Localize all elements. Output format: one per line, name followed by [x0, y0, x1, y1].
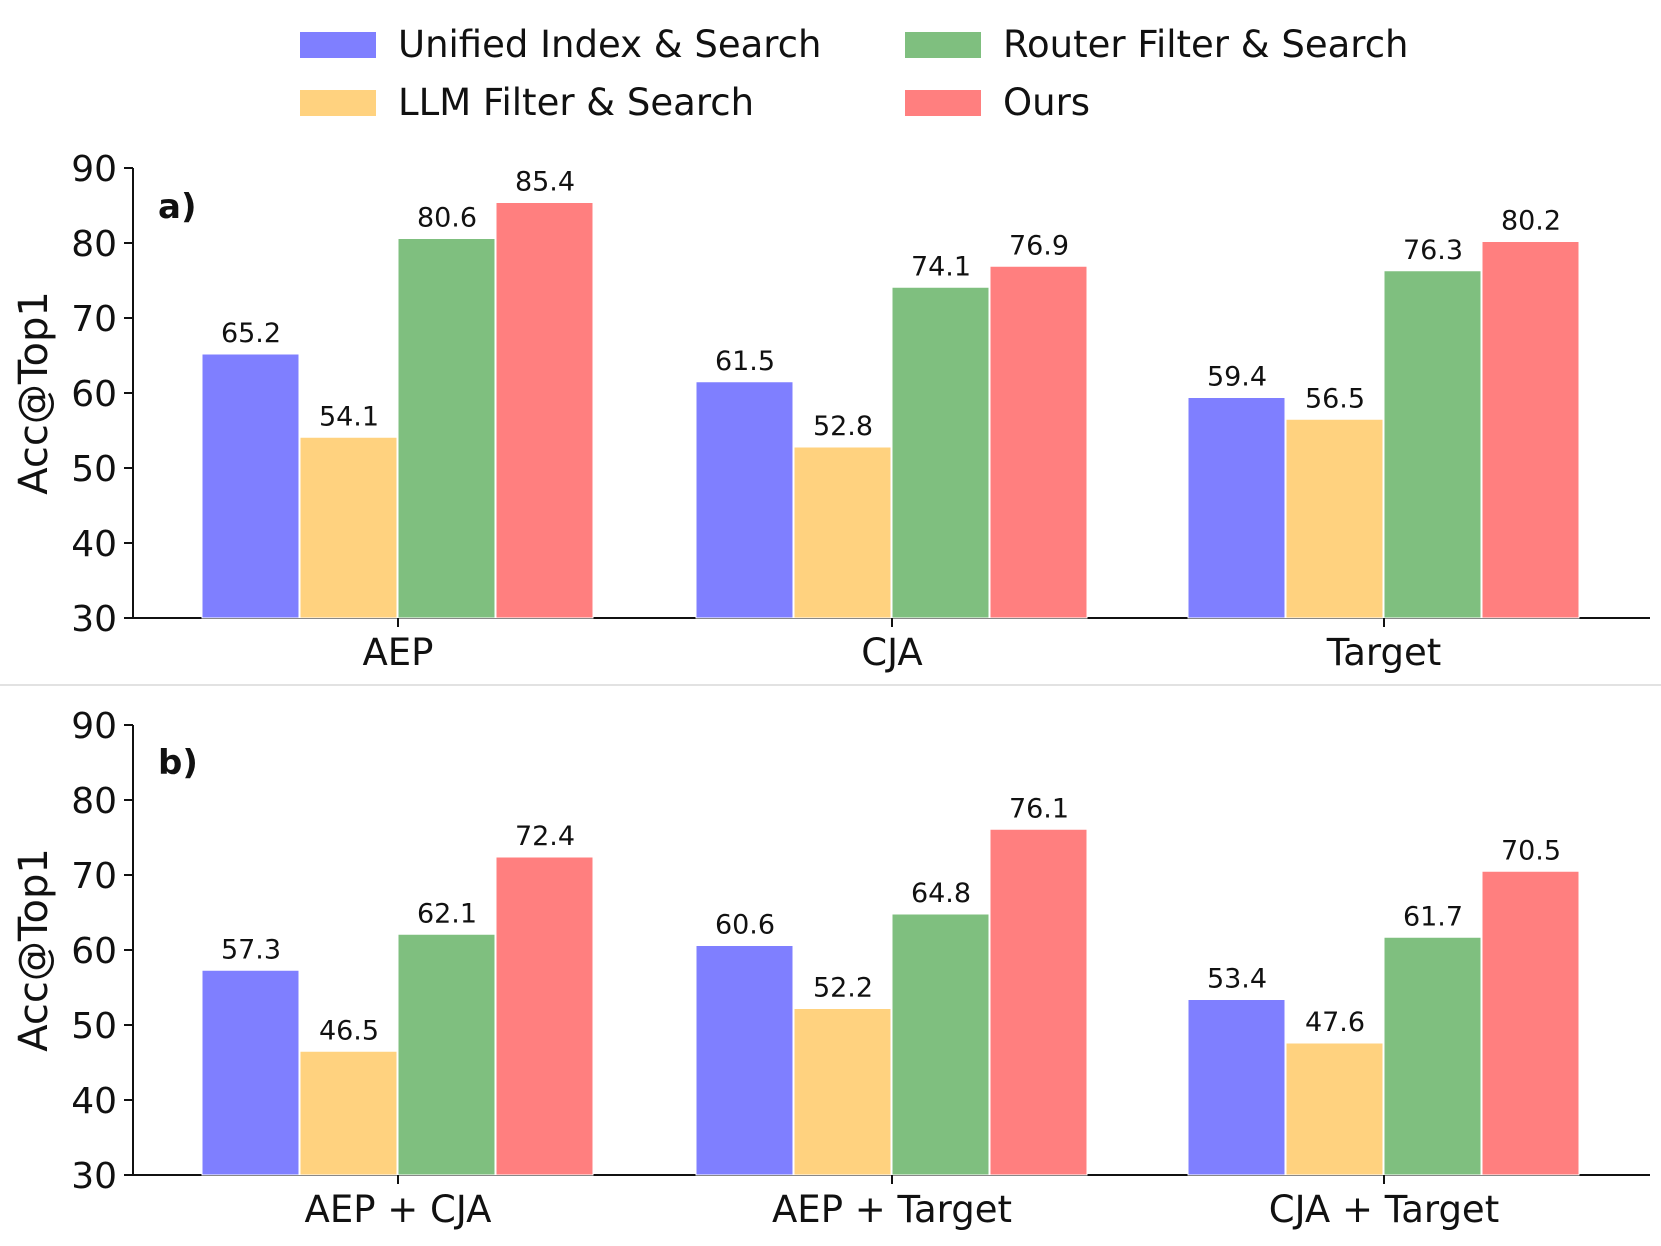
legend-label: Ours — [1003, 81, 1090, 124]
bar-value-label: 64.8 — [911, 878, 971, 909]
bar — [989, 265, 1088, 619]
bar-value-label: 60.6 — [715, 910, 775, 941]
bar-value-label: 47.6 — [1305, 1007, 1365, 1038]
chart-panel-a: 30 40 50 60 70 80 90 Acc@Top1 a) 65.2 54.1 80.6 85.4… — [11, 149, 1650, 674]
y-tick-label: 60 — [71, 931, 117, 972]
y-tick-label: 30 — [71, 599, 117, 640]
legend-swatch — [300, 90, 376, 116]
legend-label: LLM Filter & Search — [398, 81, 754, 124]
bar-value-label: 85.4 — [515, 167, 575, 198]
y-tick-label: 40 — [71, 1081, 117, 1122]
bar — [397, 933, 496, 1176]
y-tick-label: 30 — [71, 1156, 117, 1197]
bar — [891, 286, 990, 619]
legend-item: Unified Index & Search — [300, 23, 821, 66]
x-tick-label: Target — [1326, 631, 1441, 674]
bar-value-label: 61.7 — [1403, 901, 1463, 932]
y-tick-label: 50 — [71, 1006, 117, 1047]
legend-swatch — [905, 90, 981, 116]
bar — [1383, 270, 1482, 619]
bar-value-label: 76.3 — [1403, 235, 1463, 266]
panel-label: a) — [158, 187, 196, 227]
bar-value-label: 80.2 — [1501, 206, 1561, 237]
bar-value-label: 57.3 — [221, 934, 281, 965]
y-tick-label: 70 — [71, 299, 117, 340]
bar-value-label: 53.4 — [1207, 964, 1267, 995]
y-tick-label: 40 — [71, 524, 117, 565]
bar-value-label: 72.4 — [515, 821, 575, 852]
bar — [695, 945, 794, 1176]
bar — [1187, 397, 1286, 619]
legend-item: Router Filter & Search — [905, 23, 1409, 66]
y-tick-label: 50 — [71, 449, 117, 490]
bar — [1285, 1042, 1384, 1176]
bar — [495, 202, 594, 619]
bar — [793, 446, 892, 619]
bar-value-label: 56.5 — [1305, 383, 1365, 414]
bar — [1481, 870, 1580, 1176]
bar — [299, 1050, 398, 1176]
bar-value-label: 76.9 — [1009, 230, 1069, 261]
legend: Unified Index & Search Router Filter & Se… — [300, 23, 1409, 124]
bar — [201, 969, 300, 1176]
bar-value-label: 46.5 — [319, 1015, 379, 1046]
bar — [695, 381, 794, 619]
chart-panel-b: 30 40 50 60 70 80 90 Acc@Top1 b) 57.3 46.5 62.1 72.4… — [11, 706, 1650, 1231]
legend-item: LLM Filter & Search — [300, 81, 754, 124]
y-axis-label: Acc@Top1 — [11, 291, 57, 495]
bar — [989, 828, 1088, 1176]
bar — [299, 436, 398, 619]
y-tick-label: 80 — [71, 224, 117, 265]
bar — [891, 913, 990, 1176]
legend-swatch — [300, 32, 376, 58]
y-tick-label: 90 — [71, 706, 117, 747]
bar — [397, 238, 496, 619]
bar-value-label: 61.5 — [715, 346, 775, 377]
panel-label: b) — [158, 743, 198, 783]
bar-value-label: 74.1 — [911, 251, 971, 282]
bar — [495, 856, 594, 1176]
y-axis-label: Acc@Top1 — [11, 848, 57, 1052]
bar — [793, 1008, 892, 1176]
bar-value-label: 54.1 — [319, 401, 379, 432]
legend-label: Router Filter & Search — [1003, 23, 1409, 66]
legend-swatch — [905, 32, 981, 58]
bar-value-label: 65.2 — [221, 318, 281, 349]
x-tick-label: AEP + Target — [772, 1188, 1012, 1231]
bar — [1285, 418, 1384, 619]
x-tick-label: AEP — [362, 631, 433, 674]
x-tick-label: AEP + CJA — [305, 1188, 492, 1231]
bar-value-label: 76.1 — [1009, 793, 1069, 824]
bar-value-label: 59.4 — [1207, 362, 1267, 393]
legend-label: Unified Index & Search — [398, 23, 821, 66]
bar-value-label: 70.5 — [1501, 835, 1561, 866]
bar-value-label: 62.1 — [417, 898, 477, 929]
bar-value-label: 52.8 — [813, 411, 873, 442]
bar — [201, 353, 300, 619]
y-tick-label: 90 — [71, 149, 117, 190]
bar — [1187, 999, 1286, 1176]
bar — [1383, 936, 1482, 1176]
y-tick-label: 80 — [71, 781, 117, 822]
bar-value-label: 52.2 — [813, 973, 873, 1004]
x-tick-label: CJA + Target — [1269, 1188, 1499, 1231]
bar-value-label: 80.6 — [417, 203, 477, 234]
y-tick-label: 60 — [71, 374, 117, 415]
x-tick-label: CJA — [861, 631, 922, 674]
legend-item: Ours — [905, 81, 1090, 124]
y-tick-label: 70 — [71, 856, 117, 897]
bar — [1481, 241, 1580, 619]
